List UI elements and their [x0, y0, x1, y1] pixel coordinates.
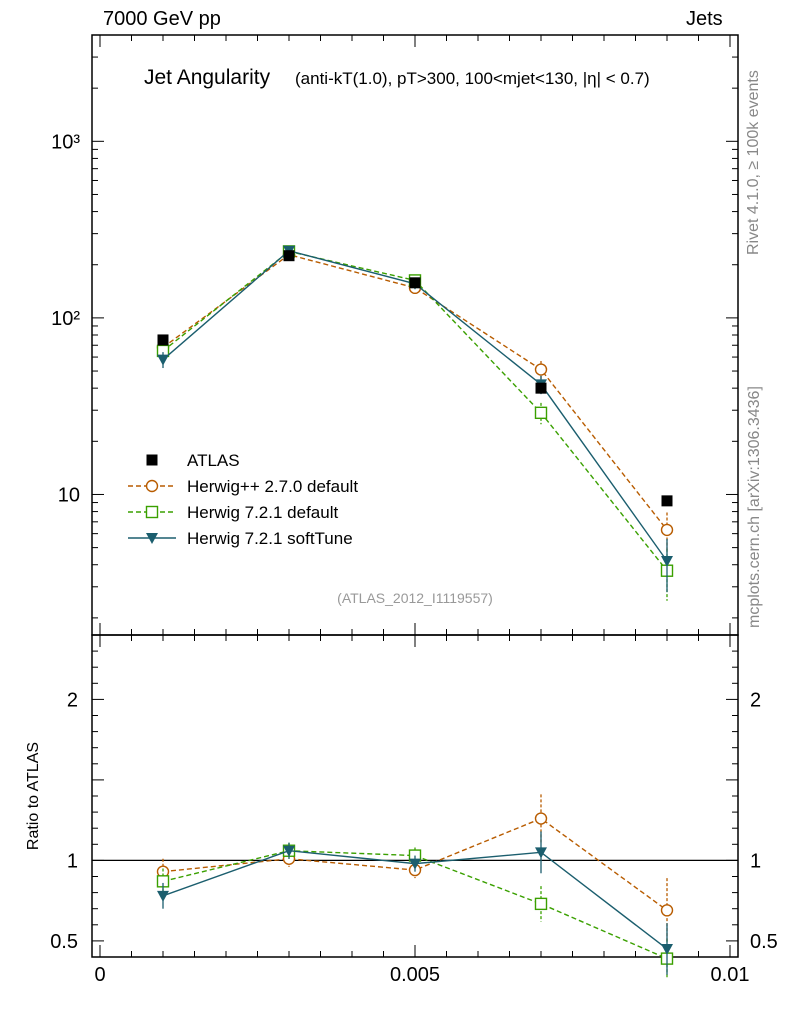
ratio-ytick-label-left: 0.5: [50, 931, 78, 953]
ratio-point-herwig-7-2-1-softtune: [157, 890, 169, 902]
main-ytick-label: 10²: [51, 308, 80, 330]
chart-title: Jet Angularity: [144, 66, 271, 89]
ratio-line-herwig-7-2-1-default: [162, 850, 668, 960]
ratio-xtick-label: 0: [94, 964, 105, 986]
ratio-point-herwig-7-2-1-default: [534, 897, 548, 911]
main-point-atlas: [283, 250, 295, 262]
legend-marker-herwig-7-2-1-default: [145, 505, 159, 519]
ratio-xtick-label: 0.005: [390, 964, 440, 986]
main-point-herwig-7-2-1-default: [534, 406, 548, 420]
ratio-point-herwig-7-2-1-softtune: [661, 943, 673, 955]
ratio-xtick-label: 0.01: [711, 964, 750, 986]
main-point-herwig-7-2-1-softtune: [157, 354, 169, 366]
ratio-ytick-label-right: 2: [750, 689, 761, 711]
ratio-ytick-label-right: 0.5: [750, 931, 778, 953]
main-point-herwig-2-7-0-default: [660, 523, 674, 537]
ratio-line-herwig-2-7-0-default: [162, 817, 668, 911]
main-point-herwig-2-7-0-default: [534, 363, 548, 376]
main-line-herwig-7-2-1-default: [162, 250, 668, 572]
ratio-ytick-label-left: 1: [67, 850, 78, 872]
main-line-herwig-2-7-0-default: [162, 253, 668, 531]
main-ytick-label: 10³: [51, 131, 80, 153]
legend-label-atlas: ATLAS: [187, 451, 240, 470]
legend-label-herwig-7-2-1-default: Herwig 7.2.1 default: [187, 503, 338, 522]
main-ytick-label: 10: [58, 484, 80, 506]
ratio-point-herwig-7-2-1-softtune: [283, 845, 295, 857]
ratio-point-herwig-2-7-0-default: [534, 812, 548, 825]
reference-label: (ATLAS_2012_I1119557): [337, 590, 493, 606]
main-point-atlas: [409, 277, 421, 289]
legend-marker-herwig-7-2-1-softtune: [146, 533, 158, 544]
ratio-ytick-label-right: 1: [750, 850, 761, 872]
main-point-atlas: [157, 334, 169, 346]
ratio-ylabel: Ratio to ATLAS: [25, 742, 42, 850]
legend-marker-herwig-2-7-0-default: [145, 479, 159, 493]
ratio-panel-frame: [91, 634, 739, 958]
chart-subtitle: (anti-kT(1.0), pT>300, 100<mjet<130, |η|…: [295, 69, 650, 88]
ratio-point-herwig-7-2-1-softtune: [409, 858, 421, 870]
header-left: 7000 GeV pp: [103, 8, 221, 30]
ratio-point-herwig-7-2-1-softtune: [535, 847, 547, 859]
main-point-atlas: [535, 382, 547, 394]
main-point-atlas: [661, 495, 673, 507]
legend-label-herwig-2-7-0-default: Herwig++ 2.7.0 default: [187, 477, 358, 496]
ratio-ytick-label-left: 2: [67, 689, 78, 711]
ratio-point-herwig-2-7-0-default: [660, 904, 674, 917]
legend-marker-atlas: [146, 454, 158, 466]
header-right: Jets: [686, 8, 723, 30]
main-point-herwig-7-2-1-softtune: [661, 555, 673, 567]
legend-label-herwig-7-2-1-softtune: Herwig 7.2.1 softTune: [187, 529, 353, 548]
